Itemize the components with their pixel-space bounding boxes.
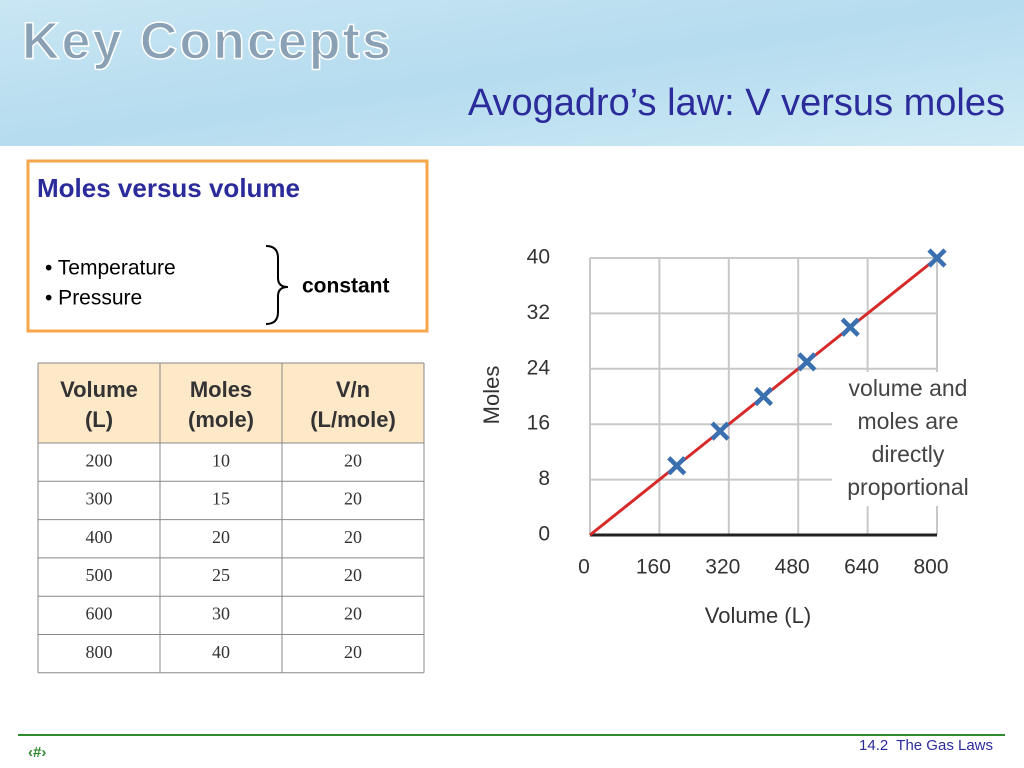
table-cell: 25: [212, 565, 230, 585]
data-point: [840, 317, 860, 337]
data-point: [667, 456, 687, 476]
page-number: ‹#›: [28, 744, 46, 761]
x-tick-label: 0: [578, 556, 590, 579]
table-cell: 20: [344, 603, 362, 623]
brace: [265, 245, 289, 325]
footer-section: 14.2 The Gas Laws: [859, 737, 993, 754]
table-header-bg: [38, 363, 424, 443]
x-tick-label: 800: [913, 556, 948, 579]
table-cell: 10: [212, 450, 230, 470]
y-tick-label: 0: [538, 523, 550, 546]
data-point: [710, 421, 730, 441]
table-cell: 30: [212, 603, 230, 623]
data-point: [797, 352, 817, 372]
table-header: Moles: [190, 377, 252, 402]
x-tick-label: 640: [844, 556, 879, 579]
bullet: • Temperature: [45, 257, 176, 280]
table-cell: 20: [212, 527, 230, 547]
table-cell: 20: [344, 489, 362, 509]
annotation-bg: [832, 372, 984, 506]
x-tick-label: 160: [636, 556, 671, 579]
x-axis-label: Volume (L): [705, 603, 811, 628]
table-cell: 200: [86, 450, 113, 470]
kicker: Key Concepts: [22, 13, 393, 71]
box-title: Moles versus volume: [37, 173, 300, 203]
bullet: • Pressure: [45, 287, 142, 310]
table-cell: 300: [86, 489, 113, 509]
table-cell: 500: [86, 565, 113, 585]
data-point: [927, 248, 947, 268]
table-cell: 15: [212, 489, 230, 509]
table-cell: 600: [86, 603, 113, 623]
chart: 0 8 16 24 32 40 0 160 320 480 640 800 Volume (L) Mole…: [479, 246, 984, 628]
data-point: [753, 386, 774, 407]
y-tick-label: 40: [527, 246, 550, 269]
header-band: [0, 0, 1024, 146]
table-cell: 20: [344, 565, 362, 585]
table-cell: 20: [344, 642, 362, 662]
table-header: V/n: [336, 377, 370, 402]
y-tick-label: 16: [527, 412, 550, 435]
x-tick-label: 480: [775, 556, 810, 579]
table-cell: 800: [86, 642, 113, 662]
x-tick-label: 320: [705, 556, 740, 579]
table-header: Volume: [60, 377, 138, 402]
table-header: (L/mole): [310, 407, 396, 432]
table-header: (L): [85, 407, 113, 432]
data-table: Volume (L) Moles (mole) V/n (L/mole) 200 10 20 30…: [37, 362, 425, 674]
annotation: proportional: [847, 474, 968, 500]
table-cell: 400: [86, 527, 113, 547]
table-cell: 20: [344, 450, 362, 470]
table-header: (mole): [188, 407, 254, 432]
annotation: moles are: [858, 408, 959, 434]
y-tick-label: 8: [538, 467, 550, 490]
trend-extension: [589, 464, 678, 537]
table-cell: 40: [212, 642, 230, 662]
annotation: volume and: [849, 375, 968, 401]
y-axis-label: Moles: [479, 366, 504, 425]
info-box: [26, 159, 429, 333]
table-cell: 20: [344, 527, 362, 547]
slide-title: Avogadro’s law: V versus moles: [468, 82, 1005, 124]
y-tick-label: 24: [527, 356, 551, 379]
annotation: directly: [872, 441, 945, 467]
y-tick-label: 32: [527, 301, 550, 324]
box-note: constant: [302, 275, 390, 298]
